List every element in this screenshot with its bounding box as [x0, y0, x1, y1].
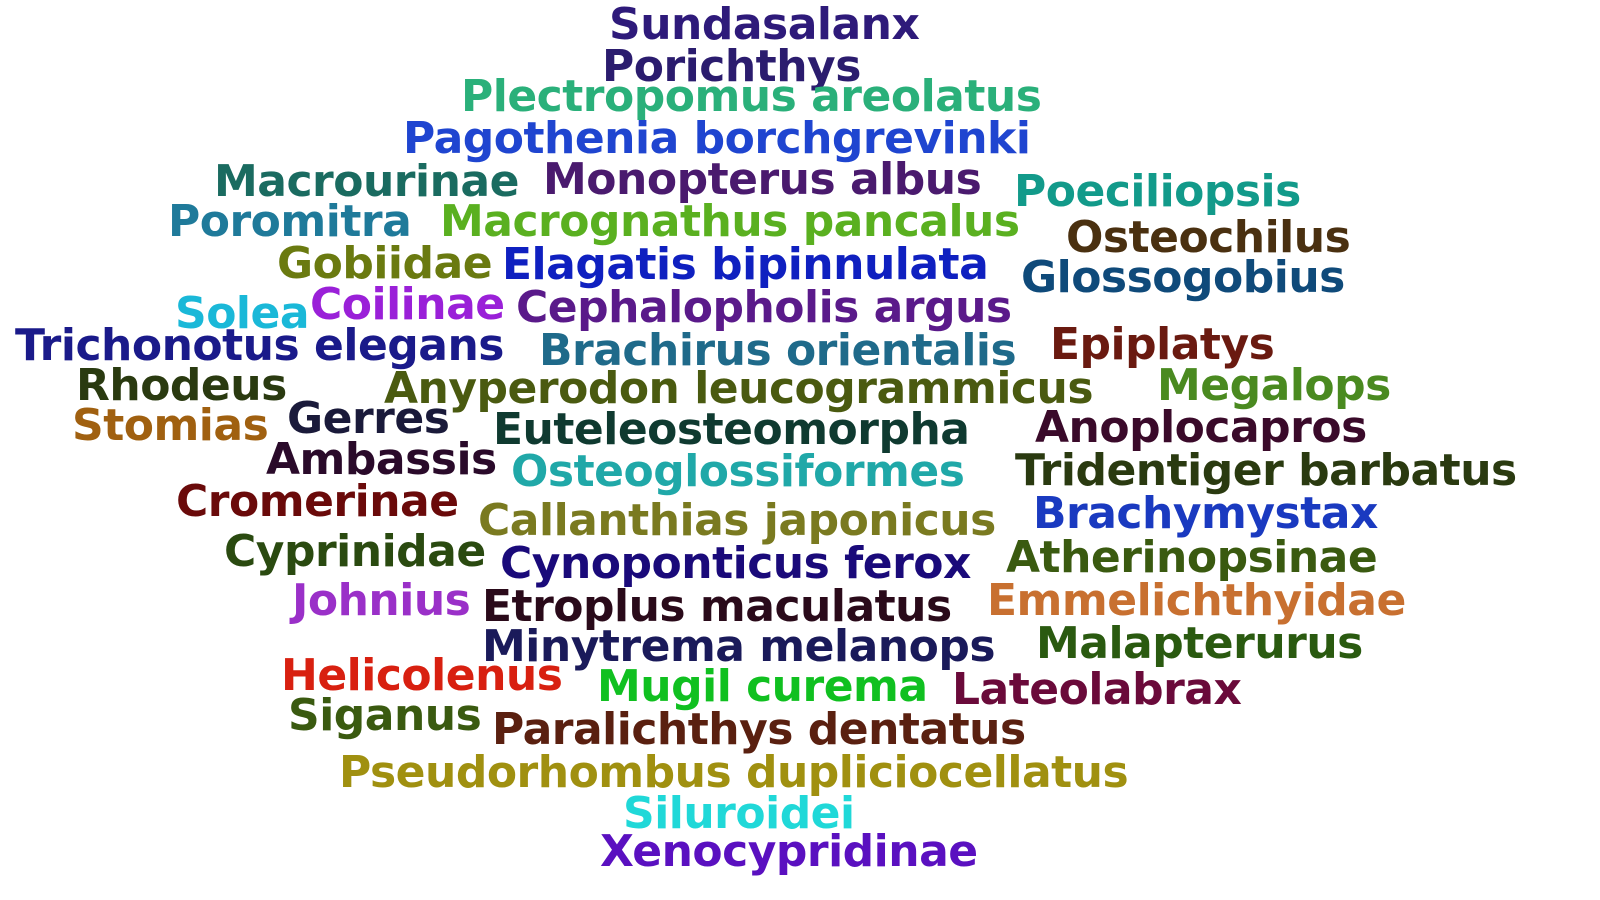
word-malapterurus: Malapterurus	[1036, 618, 1363, 669]
word-elagatis-bipinnulata: Elagatis bipinnulata	[502, 239, 989, 290]
word-tridentiger-barbatus: Tridentiger barbatus	[1015, 445, 1517, 496]
word-stomias: Stomias	[72, 400, 269, 451]
word-osteoglossiformes: Osteoglossiformes	[511, 446, 965, 497]
word-mugil-curema: Mugil curema	[597, 661, 928, 712]
word-gobiidae: Gobiidae	[277, 238, 493, 289]
word-paralichthys-dentatus: Paralichthys dentatus	[492, 704, 1026, 755]
word-porichthys: Porichthys	[602, 41, 861, 92]
word-macrognathus-pancalus: Macrognathus pancalus	[440, 196, 1020, 247]
word-rhodeus: Rhodeus	[76, 360, 287, 411]
word-callanthias-japonicus: Callanthias japonicus	[478, 495, 996, 546]
word-atherinopsinae: Atherinopsinae	[1006, 532, 1378, 583]
word-megalops: Megalops	[1157, 360, 1391, 411]
word-anyperodon-leucogrammicus: Anyperodon leucogrammicus	[384, 363, 1094, 414]
word-euteleosteomorpha: Euteleosteomorpha	[493, 404, 970, 455]
word-solea: Solea	[175, 288, 310, 339]
word-trichonotus-elegans: Trichonotus elegans	[15, 320, 504, 371]
word-brachirus-orientalis: Brachirus orientalis	[539, 325, 1017, 376]
word-anoplocapros: Anoplocapros	[1035, 402, 1367, 453]
word-helicolenus: Helicolenus	[281, 650, 563, 701]
word-etroplus-maculatus: Etroplus maculatus	[482, 581, 952, 632]
word-brachymystax: Brachymystax	[1033, 488, 1378, 539]
word-osteochilus: Osteochilus	[1066, 212, 1351, 263]
word-sundasalanx: Sundasalanx	[609, 0, 920, 50]
word-monopterus-albus: Monopterus albus	[543, 154, 982, 205]
word-cephalopholis-argus: Cephalopholis argus	[516, 282, 1012, 333]
word-cyprinidae: Cyprinidae	[224, 526, 486, 577]
word-epiplatys: Epiplatys	[1050, 319, 1275, 370]
word-pseudorhombus-dupliciocellatus: Pseudorhombus dupliciocellatus	[339, 747, 1129, 798]
word-poeciliopsis: Poeciliopsis	[1014, 166, 1301, 217]
word-minytrema-melanops: Minytrema melanops	[482, 621, 996, 672]
word-ambassis: Ambassis	[266, 434, 497, 485]
word-plectropomus-areolatus: Plectropomus areolatus	[461, 71, 1042, 122]
word-coilinae: Coilinae	[310, 279, 505, 330]
word-xenocypridinae: Xenocypridinae	[600, 826, 978, 877]
word-siluroidei: Siluroidei	[623, 788, 855, 839]
word-cynoponticus-ferox: Cynoponticus ferox	[500, 538, 971, 589]
word-pagothenia-borchgrevinki: Pagothenia borchgrevinki	[403, 113, 1031, 164]
word-johnius: Johnius	[292, 575, 471, 626]
word-emmelichthyidae: Emmelichthyidae	[987, 575, 1406, 626]
word-lateolabrax: Lateolabrax	[952, 664, 1242, 715]
word-macrourinae: Macrourinae	[214, 156, 519, 207]
word-glossogobius: Glossogobius	[1021, 252, 1345, 303]
word-siganus: Siganus	[288, 690, 482, 741]
word-gerres: Gerres	[287, 393, 450, 444]
word-cromerinae: Cromerinae	[176, 476, 459, 527]
word-poromitra: Poromitra	[168, 196, 412, 247]
